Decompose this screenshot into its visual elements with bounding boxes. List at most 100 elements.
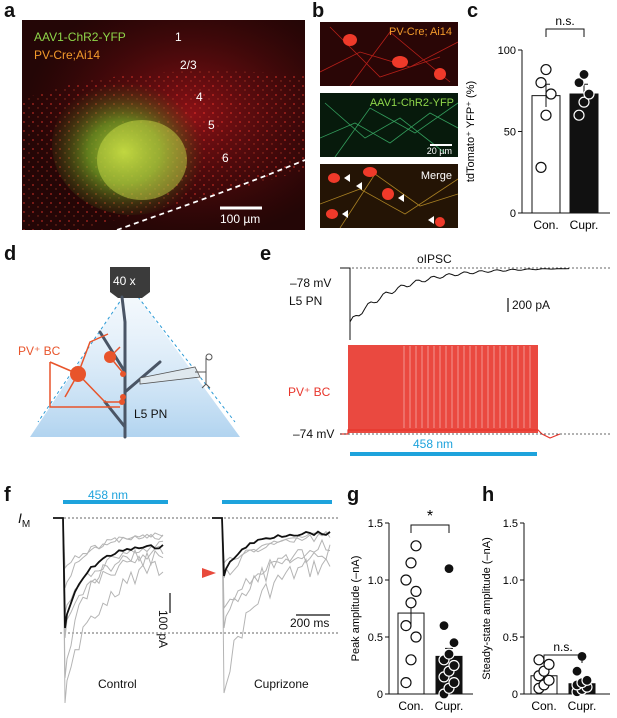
y-tick-label: 0.5 <box>503 632 518 644</box>
panel-b-merge-image: Merge <box>320 164 458 228</box>
data-point <box>410 540 422 552</box>
y-tick-label: 1.0 <box>368 575 383 587</box>
data-point <box>535 76 547 89</box>
x-tick-label: Con. <box>531 699 556 713</box>
data-point <box>533 654 545 666</box>
panel-d-label: d <box>4 243 17 265</box>
data-point <box>573 109 585 121</box>
cuprizone-sweep <box>212 517 331 610</box>
data-point <box>543 658 555 670</box>
data-point <box>410 585 422 598</box>
x-tick-label: Cupr. <box>435 699 464 713</box>
data-point <box>448 677 460 689</box>
layer-1-label: 1 <box>175 30 182 44</box>
panel-e-traces <box>340 267 610 456</box>
objective-label: 40 x <box>113 274 136 288</box>
y-tick-label: 1.5 <box>368 518 383 530</box>
panel-a-micrograph: AAV1-ChR2-YFP PV-Cre;Ai14 1 2/3 4 5 6 10… <box>22 20 305 230</box>
data-point <box>578 68 590 81</box>
y-tick-label: 0 <box>510 208 516 220</box>
bar <box>569 93 599 214</box>
stim-e-label: 458 nm <box>413 437 454 451</box>
layer-5-label: 5 <box>208 118 215 132</box>
pv-bc-spike-train <box>348 345 538 433</box>
layer-23-label: 2/3 <box>180 58 197 72</box>
y-tick-label: 1.5 <box>503 518 518 530</box>
y-tick-label: 1.0 <box>503 575 518 587</box>
data-point <box>438 620 450 632</box>
pn-vm-label: –78 mV <box>290 276 332 290</box>
data-point <box>400 677 412 689</box>
layer-4-label: 4 <box>196 90 203 104</box>
stim-f-label: 458 nm <box>88 488 129 502</box>
control-sweep <box>53 517 164 614</box>
bc-cell-label: PV⁺ BC <box>288 385 331 399</box>
significance-bracket <box>543 654 583 663</box>
pv-bc-label: PV⁺ BC <box>18 344 61 358</box>
control-sweep <box>53 517 164 679</box>
control-mean-trace <box>53 517 164 629</box>
y-tick-label: 100 <box>498 45 516 57</box>
chart-g: 0 0.5 1.0 1.5 Peak amplitude (–nA) Con. Cupr. * <box>350 508 473 713</box>
control-sweep <box>53 517 164 570</box>
data-point <box>581 674 593 686</box>
recording-schematic <box>30 267 240 439</box>
panel-f-label: f <box>4 484 11 506</box>
stim-bar-e <box>350 452 537 456</box>
bc-vm-label: –74 mV <box>293 427 335 441</box>
data-point <box>540 109 552 121</box>
y-tick-label: 0.5 <box>368 632 383 644</box>
pipette-icon <box>139 366 201 385</box>
cuprizone-sweep <box>212 517 331 579</box>
y-tick-label: 50 <box>504 127 516 139</box>
y-axis-label: Steady-state amplitude (–nA) <box>481 537 493 679</box>
f-scale-y-label: 100 pA <box>156 610 170 649</box>
e-scale-label: 200 pA <box>512 298 551 312</box>
significance-label: n.s. <box>553 640 572 654</box>
layer-6-label: 6 <box>222 151 229 165</box>
chart-c: 0 50 100 tdTomato⁺ YFP⁺ (%) Con. Cupr. n.s. <box>465 15 610 232</box>
red-arrow-icon <box>202 568 216 578</box>
significance-label: * <box>427 508 433 525</box>
data-point <box>540 63 552 76</box>
x-tick-label: Con. <box>533 218 558 232</box>
chart-h: 0 0.5 1.0 1.5 Steady-state amplitude (–nA) Co… <box>481 518 610 713</box>
data-point <box>543 674 555 686</box>
panel-f-traces <box>53 500 340 704</box>
data-point <box>448 637 460 649</box>
data-point <box>400 574 412 586</box>
panel-c-label: c <box>467 0 479 22</box>
data-point <box>535 161 547 173</box>
y-axis-label: tdTomato⁺ YFP⁺ (%) <box>465 81 477 182</box>
data-point <box>583 88 595 100</box>
data-point <box>448 659 460 672</box>
cuprizone-mean-trace <box>212 517 331 577</box>
y-tick-label: 0 <box>377 689 383 701</box>
b-pv-label: PV-Cre; Ai14 <box>389 26 452 38</box>
stim-bar-f-control <box>63 500 168 504</box>
data-point <box>405 557 417 569</box>
cortex-image <box>22 20 305 230</box>
significance-label: n.s. <box>555 15 574 28</box>
data-point <box>400 620 412 632</box>
legend-pv: PV-Cre;Ai14 <box>34 48 101 62</box>
panel-b-label: b <box>312 0 325 22</box>
scalebar-a-label: 100 µm <box>220 212 261 226</box>
data-point <box>405 597 417 609</box>
significance-bracket <box>410 524 450 533</box>
panel-g-label: g <box>347 484 360 506</box>
significance-bracket <box>545 28 585 37</box>
l5-pn-trace <box>340 267 570 340</box>
cuprizone-sweep <box>212 517 331 565</box>
b-merge-label: Merge <box>420 170 452 182</box>
legend-chr2: AAV1-ChR2-YFP <box>34 30 126 44</box>
pn-cell-label: L5 PN <box>289 294 323 308</box>
data-point <box>443 648 455 660</box>
control-label: Control <box>98 677 137 691</box>
l5-pn-label: L5 PN <box>134 407 168 421</box>
bar <box>531 95 561 214</box>
objective-icon <box>110 267 150 298</box>
data-point <box>578 96 590 108</box>
b-chr2-label: AAV1-ChR2-YFP <box>369 97 454 109</box>
panel-b-pv-image: PV-Cre; Ai14 <box>320 22 458 86</box>
